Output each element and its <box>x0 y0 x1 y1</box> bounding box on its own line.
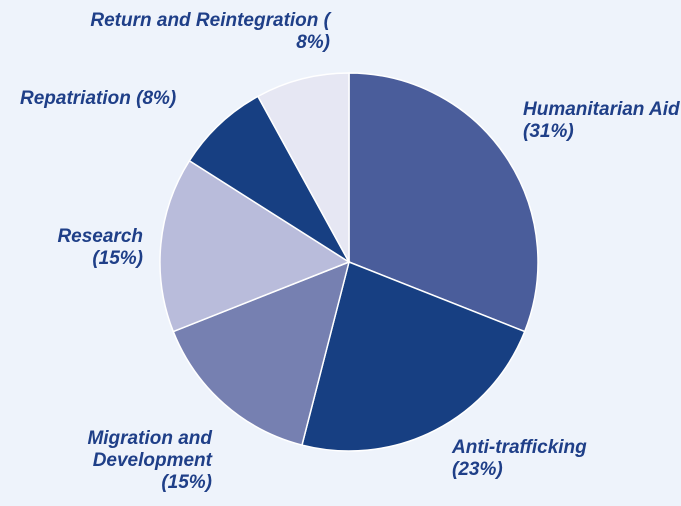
category-name: Migration and Development <box>87 428 212 471</box>
value-label: (15%) <box>92 248 143 269</box>
pie-slice <box>348 72 539 333</box>
slice-label: Return and Reintegration ( 8%) <box>90 10 330 54</box>
slice-label: Research (15%) <box>33 226 143 270</box>
pie-slice <box>301 260 526 452</box>
value-label: (31%) <box>523 121 574 142</box>
category-name: Return and Reintegration <box>90 10 319 31</box>
category-name: Research <box>57 226 143 247</box>
pie-slice <box>172 260 351 446</box>
value-label: (8%) <box>136 88 177 109</box>
category-name: Humanitarian Aid <box>523 99 680 120</box>
value-label: (23%) <box>452 459 503 480</box>
pie-slice <box>159 159 351 333</box>
value-label: ( 8%) <box>296 10 330 53</box>
pie-slice <box>188 95 350 263</box>
category-name: Anti-trafficking <box>452 437 587 458</box>
slice-label: Migration and Development (15%) <box>47 428 212 494</box>
slice-label: Humanitarian Aid (31%) <box>523 99 681 143</box>
value-label: (15%) <box>161 472 212 493</box>
slice-label: Repatriation (8%) <box>20 88 230 110</box>
slice-label: Anti-trafficking (23%) <box>452 437 627 481</box>
pie-slice <box>256 72 350 263</box>
category-name: Repatriation <box>20 88 131 109</box>
